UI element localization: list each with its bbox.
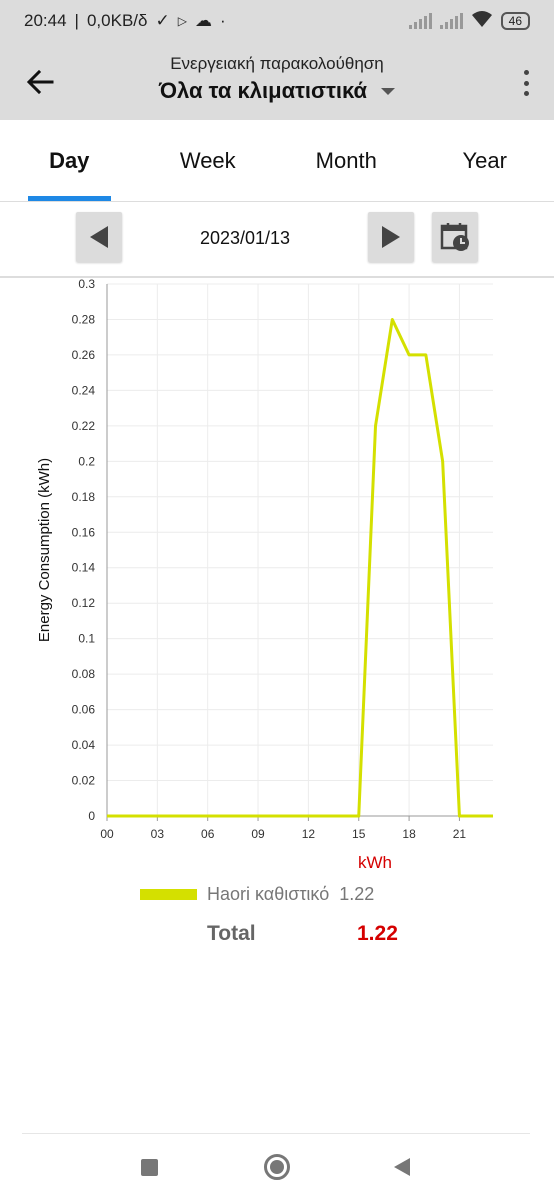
y-tick-label: 0.14 [72, 561, 96, 575]
total-row: Total 1.22 [207, 922, 437, 946]
legend-label: Haori καθιστικό [207, 884, 330, 904]
y-tick-label: 0.22 [72, 419, 96, 433]
total-label: Total [207, 922, 256, 945]
signal-2-icon [439, 13, 463, 29]
date-selector: 2023/01/13 [0, 202, 554, 278]
more-options-button[interactable] [516, 66, 536, 100]
recent-apps-icon[interactable] [141, 1159, 158, 1176]
unit-label: kWh [358, 853, 392, 872]
y-tick-label: 0.28 [72, 312, 96, 326]
back-button[interactable] [20, 62, 60, 102]
legend-item: Haori καθιστικό 1.22 [140, 884, 374, 905]
back-triangle-icon[interactable] [394, 1158, 410, 1176]
x-tick-label: 21 [453, 827, 467, 841]
arrow-left-icon [26, 70, 54, 94]
y-tick-label: 0.18 [72, 490, 96, 504]
x-tick-label: 12 [302, 827, 316, 841]
y-tick-label: 0.08 [72, 667, 96, 681]
y-tick-label: 0.2 [78, 454, 95, 468]
x-tick-label: 06 [201, 827, 215, 841]
download-done-icon: ✓ [155, 11, 170, 30]
y-tick-label: 0 [88, 809, 95, 823]
system-nav-bar [22, 1133, 530, 1200]
dot-icon: · [219, 11, 226, 30]
legend-value: 1.22 [339, 884, 375, 904]
y-tick-label: 0.16 [72, 525, 96, 539]
current-date: 2023/01/13 [199, 228, 291, 248]
x-tick-label: 09 [251, 827, 265, 841]
calendar-button[interactable] [432, 212, 478, 262]
x-tick-label: 03 [151, 827, 165, 841]
home-icon[interactable] [264, 1154, 290, 1180]
chevron-down-icon [381, 87, 396, 95]
device-selector[interactable]: Όλα τα κλιματιστικά [158, 78, 396, 104]
energy-chart: 0 0.02 0.04 0.06 0.08 0.1 0.12 0.14 0.16 0.18 0.2 0… [0, 278, 554, 878]
triangle-left-icon [90, 226, 108, 248]
y-tick-label: 0.1 [78, 632, 95, 646]
app-subtitle: Ενεργειακή παρακολούθηση [170, 54, 384, 73]
status-time: 20:44 [24, 11, 67, 30]
status-separator: | [74, 11, 79, 30]
y-tick-label: 0.3 [78, 278, 95, 291]
y-tick-label: 0.02 [72, 774, 96, 788]
y-tick-label: 0.24 [72, 383, 96, 397]
y-tick-label: 0.12 [72, 596, 96, 610]
energy-chart-svg: 0 0.02 0.04 0.06 0.08 0.1 0.12 0.14 0.16 0.18 0.2 0… [36, 278, 494, 872]
signal-1-icon [408, 13, 432, 29]
tab-month[interactable]: Month [315, 147, 377, 173]
cloud-icon: ☁ [194, 11, 212, 30]
y-tick-label: 0.04 [72, 738, 96, 752]
status-bar: 20:44 | 0,0KB/δ ✓ ▷ ☁ · 46 [0, 0, 554, 42]
y-tick-label: 0.06 [72, 703, 96, 717]
tab-week[interactable]: Week [179, 147, 236, 173]
x-tick-label: 00 [100, 827, 114, 841]
status-net-speed: 0,0KB/δ [86, 11, 148, 30]
x-tick-label: 15 [352, 827, 366, 841]
triangle-right-icon [382, 226, 400, 248]
calendar-clock-icon [440, 223, 469, 251]
period-tabs: Day Week Month Year [0, 120, 554, 202]
wifi-icon [471, 10, 493, 33]
x-tick-label: 18 [402, 827, 416, 841]
page-title: Όλα τα κλιματιστικά [158, 78, 368, 103]
app-bar: Ενεργειακή παρακολούθηση Όλα τα κλιματισ… [0, 42, 554, 120]
legend-swatch [140, 889, 197, 900]
y-tick-label: 0.26 [72, 348, 96, 362]
previous-date-button[interactable] [76, 212, 122, 262]
tab-day[interactable]: Day [0, 120, 139, 201]
next-date-button[interactable] [368, 212, 414, 262]
play-icon: ▷ [177, 14, 187, 28]
battery-icon: 46 [500, 12, 530, 30]
total-value: 1.22 [357, 922, 398, 945]
tab-year[interactable]: Year [462, 147, 507, 173]
y-axis-label: Energy Consumption (kWh) [36, 458, 53, 642]
